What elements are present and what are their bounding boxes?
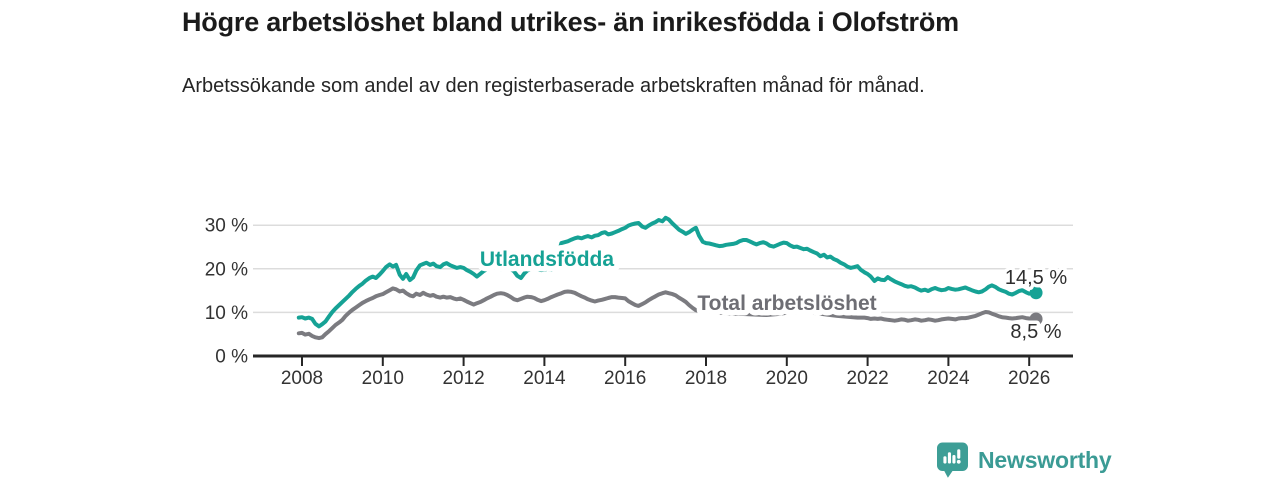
- x-axis-tick-label: 2008: [281, 368, 323, 389]
- brand-name: Newsworthy: [978, 447, 1112, 473]
- chart-header: Högre arbetslöshet bland utrikes- än inr…: [182, 4, 1042, 100]
- newsworthy-logo-icon: [937, 442, 968, 478]
- y-axis-tick-label: 20 %: [205, 259, 248, 280]
- y-axis-tick-label: 10 %: [205, 303, 248, 324]
- series-line-utlandsfodda: [296, 215, 1039, 329]
- x-axis-tick-label: 2024: [927, 368, 970, 389]
- series-end-dot-total: [1029, 312, 1043, 326]
- x-axis-tick-label: 2010: [362, 368, 404, 389]
- x-axis-tick-label: 2016: [604, 368, 646, 389]
- x-axis-tick-label: 2020: [766, 368, 808, 389]
- logo-barchart-glyph: [943, 449, 961, 464]
- series-label-total: Total arbetslöshet: [697, 292, 876, 315]
- series-end-dot-utlandsfodda: [1029, 286, 1043, 300]
- end-value-label-total: 8,5 %: [1010, 321, 1061, 343]
- x-axis-tick-label: 2018: [685, 368, 727, 389]
- page-title: Högre arbetslöshet bland utrikes- än inr…: [182, 7, 959, 37]
- x-axis-tick-label: 2014: [523, 368, 566, 389]
- x-axis-tick-label: 2012: [442, 368, 484, 389]
- page-subtitle: Arbetssökande som andel av den registerb…: [182, 75, 925, 97]
- y-axis-tick-label: 30 %: [205, 216, 248, 237]
- x-axis-tick-label: 2022: [846, 368, 888, 389]
- y-axis-tick-label: 0 %: [215, 347, 248, 368]
- series-label-utlandsfodda: Utlandsfödda: [480, 248, 614, 271]
- series-line-total: [296, 286, 1039, 341]
- brand-footer: Newsworthy: [936, 441, 1112, 479]
- end-value-label-utlandsfodda: 14,5 %: [1005, 267, 1067, 289]
- x-axis-tick-label: 2026: [1008, 368, 1050, 389]
